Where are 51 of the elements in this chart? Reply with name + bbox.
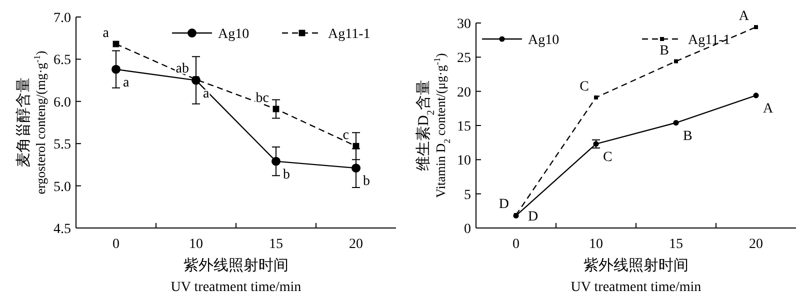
point <box>272 156 280 166</box>
annotation: a <box>102 26 110 42</box>
annotation: bc <box>256 90 269 106</box>
annotation: B <box>660 43 669 58</box>
annotation: c <box>342 128 349 144</box>
annotation: ab <box>176 61 189 76</box>
annotation: B <box>683 128 692 144</box>
legend-label: Ag11-1 <box>328 27 370 42</box>
x-tick-label: 20 <box>349 237 363 252</box>
point <box>674 59 678 64</box>
y-tick-label: 20 <box>457 85 471 100</box>
annotation: D <box>528 210 538 225</box>
y-tick-label: 7.0 <box>54 11 71 26</box>
y-tick-label: 5 <box>464 188 471 203</box>
x-tick-label: 15 <box>269 237 283 252</box>
annotation: a <box>123 75 130 90</box>
x-tick-label: 10 <box>589 237 603 252</box>
point <box>673 120 679 126</box>
y-tick-label: 15 <box>457 120 471 134</box>
point <box>112 64 120 74</box>
point <box>594 95 598 100</box>
legend-label: Ag11-1 <box>688 33 730 48</box>
x-axis-title: 紫外线照射时间 UV treatment time/min <box>570 257 702 295</box>
y-tick-label: 6.5 <box>54 53 71 68</box>
y-tick-label: 30 <box>457 17 471 32</box>
annotation: A <box>738 9 750 24</box>
x-axis-title: 紫外线照射时间 UV treatment time/min <box>170 257 302 295</box>
annotation: C <box>580 79 589 94</box>
point <box>352 142 360 150</box>
y-tick-label: 10 <box>457 154 471 169</box>
x-tick-label: 15 <box>669 237 683 252</box>
y-tick-label: 6.0 <box>54 95 71 110</box>
y-tick-label: 5.0 <box>54 180 71 195</box>
annotation: D <box>498 197 509 212</box>
x-tick-label: 0 <box>512 237 520 252</box>
annotation: A <box>763 101 774 116</box>
y-tick-label: 5.5 <box>54 138 71 153</box>
annotation: b <box>283 167 290 182</box>
legend-label: Ag10 <box>528 33 560 48</box>
y-tick-label: 4.5 <box>54 222 71 237</box>
y-tick-label: 0 <box>464 222 471 237</box>
x-tick-label: 0 <box>112 237 120 252</box>
x-tick-label: 20 <box>749 237 763 252</box>
point <box>352 164 360 173</box>
x-tick-label: 10 <box>189 237 203 252</box>
annotation: b <box>363 174 370 190</box>
legend-label: Ag10 <box>218 27 250 42</box>
y-tick-label: 25 <box>457 51 471 66</box>
point <box>753 92 759 98</box>
point <box>754 25 758 30</box>
annotation: C <box>603 150 612 165</box>
